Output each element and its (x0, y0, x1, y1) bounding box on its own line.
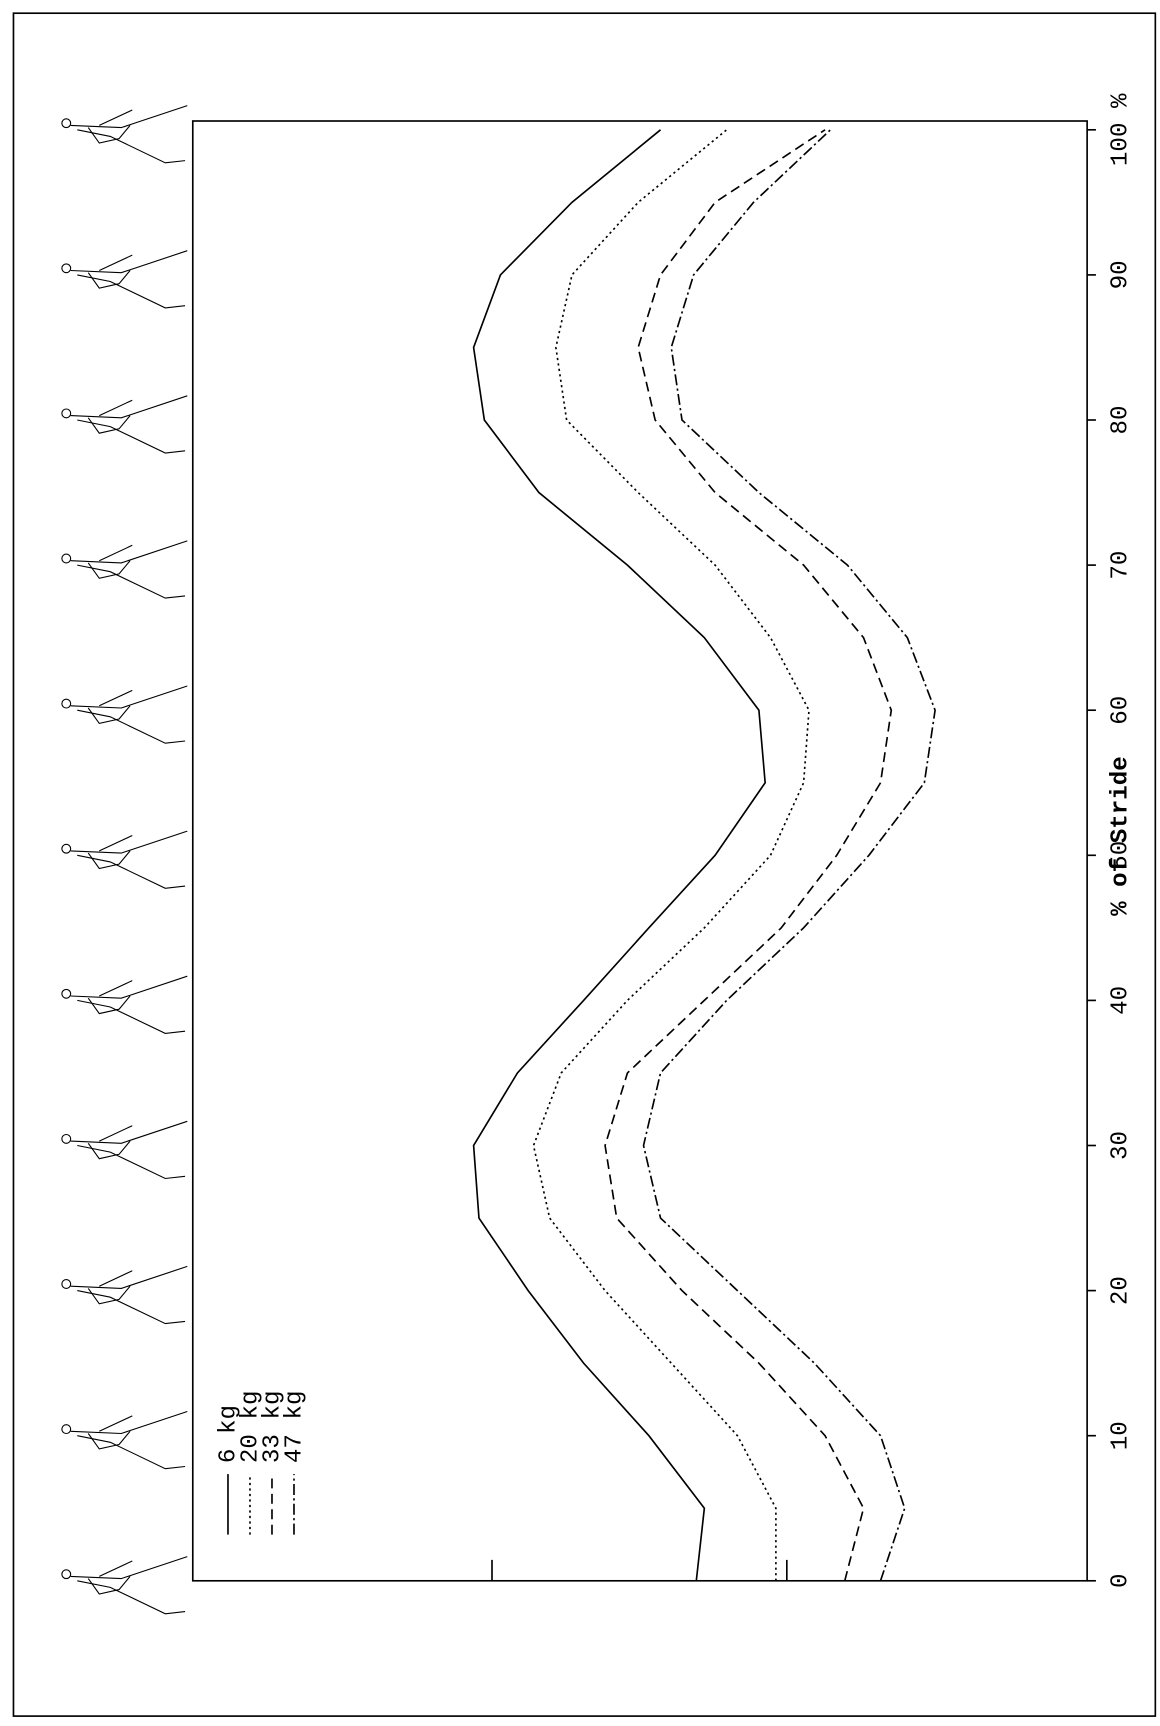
figure (77, 129, 186, 164)
figure (70, 250, 188, 274)
figure (77, 854, 186, 889)
figure (77, 1435, 186, 1470)
figure (70, 1120, 188, 1144)
x-tick-label: 90 (1108, 260, 1135, 289)
figure (87, 270, 131, 289)
figure-head (61, 988, 72, 999)
figure (77, 1290, 186, 1325)
figure (70, 395, 188, 419)
figure-head (61, 1279, 72, 1289)
figure (99, 1125, 133, 1142)
figure (87, 705, 131, 725)
x-tick-label: 60 (1108, 696, 1135, 725)
figure (70, 1410, 188, 1435)
figure-head (61, 843, 72, 854)
legend-label: 20 kg (237, 1391, 264, 1464)
legend-label: 33 kg (259, 1391, 286, 1464)
figure (87, 415, 131, 434)
figure (70, 830, 188, 854)
figure-head (61, 1569, 72, 1580)
figure-head (61, 1424, 72, 1435)
figure-head (61, 553, 72, 564)
figure (70, 105, 188, 129)
figure (70, 975, 188, 999)
figure (77, 999, 186, 1034)
series-line (472, 129, 767, 1581)
series-line (532, 129, 810, 1581)
figure (99, 544, 133, 562)
figure-head (61, 1133, 72, 1144)
figure-head (61, 698, 72, 709)
series-line (642, 129, 936, 1582)
figure (77, 274, 186, 309)
figure (77, 564, 186, 599)
figure (87, 850, 131, 870)
figure-head (61, 263, 72, 274)
x-tick-label: 80 (1108, 405, 1135, 434)
figure (70, 540, 188, 564)
figure (70, 1556, 188, 1580)
x-tick-label: 70 (1108, 551, 1135, 580)
figure (99, 399, 133, 417)
figure (99, 254, 133, 272)
figure (77, 419, 186, 454)
legend-label: 6 kg (215, 1405, 242, 1463)
figure (99, 834, 133, 852)
figure (77, 1144, 186, 1180)
x-tick-label: 10 (1108, 1421, 1135, 1450)
figure-head (61, 118, 72, 129)
x-tick-label: 20 (1108, 1276, 1135, 1305)
figure (99, 980, 133, 997)
figure (87, 1430, 131, 1450)
figure (70, 685, 188, 709)
figure (87, 995, 131, 1015)
x-axis-label: % of Stride (1108, 756, 1135, 916)
plot-frame (191, 120, 1088, 1582)
x-tick-label: 100 % (1108, 93, 1135, 166)
series-line (604, 129, 893, 1581)
legend-label: 47 kg (281, 1391, 308, 1464)
figure (99, 1270, 133, 1287)
page-frame (12, 12, 1157, 1717)
figure (87, 1140, 131, 1160)
figure (87, 560, 131, 579)
x-tick-label: 30 (1108, 1131, 1135, 1160)
figure (77, 1580, 186, 1615)
figure (70, 1265, 188, 1289)
figure-head (61, 408, 72, 419)
figure (99, 109, 133, 126)
figure (87, 125, 131, 144)
x-tick-label: 0 (1108, 1574, 1135, 1589)
figure (99, 1415, 133, 1432)
figure (77, 709, 186, 744)
figure (99, 1560, 133, 1577)
x-tick-label: 50 (1108, 841, 1135, 870)
x-tick-label: 40 (1108, 986, 1135, 1015)
figure (87, 1576, 131, 1595)
figure (99, 689, 133, 707)
figure (87, 1285, 131, 1305)
